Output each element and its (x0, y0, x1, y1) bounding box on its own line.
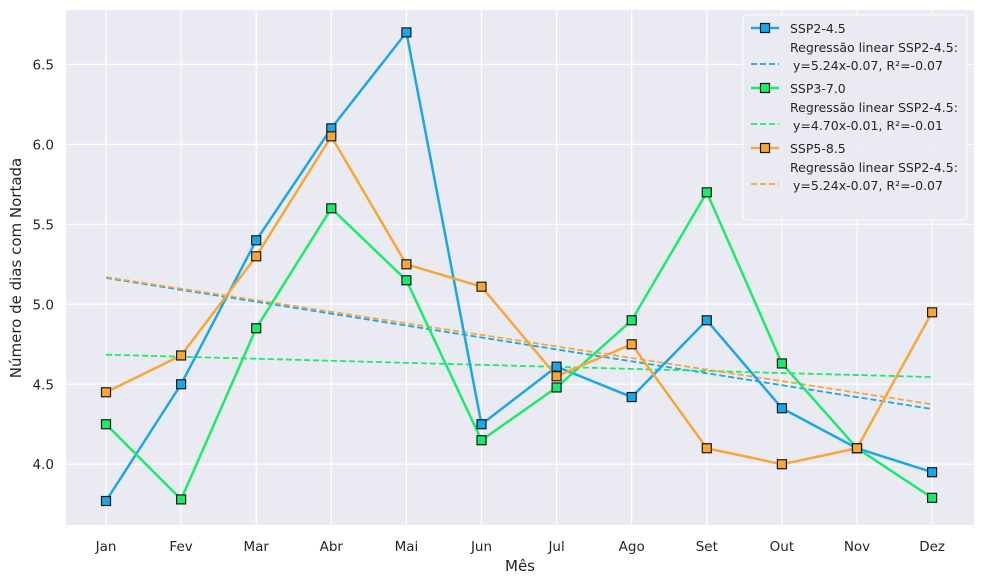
y-tick-label: 6.5 (33, 57, 54, 73)
x-tick-label: Nov (844, 539, 870, 555)
data-point (776, 403, 788, 414)
grid (66, 10, 974, 525)
data-point (701, 187, 712, 198)
data-point (251, 323, 262, 334)
x-axis-label: Mês (505, 557, 535, 575)
data-point (551, 361, 562, 372)
data-point (251, 235, 262, 246)
data-point (100, 387, 112, 398)
data-point (251, 251, 262, 262)
y-tick-labels: 4.0 4.5 5.0 5.5 6.0 6.5 (33, 57, 54, 473)
y-tick-label: 4.0 (33, 457, 54, 473)
data-point (100, 419, 112, 430)
series-line (104, 31, 933, 502)
data-point (100, 495, 112, 507)
data-point (176, 350, 187, 361)
x-tick-label: Jan (95, 539, 117, 555)
series-line (105, 135, 934, 466)
series-line (105, 191, 933, 501)
data-point (476, 419, 487, 430)
x-tick-label: Jul (547, 539, 564, 555)
x-tick-label: Ago (619, 539, 645, 555)
data-point (476, 281, 487, 292)
y-axis-label: Número de dias com Nortada (7, 158, 25, 379)
legend-trend-title: Regressão linear SSP2-4.5: (790, 160, 958, 175)
data-point (626, 391, 637, 403)
data-point (326, 131, 337, 142)
data-point (926, 307, 938, 318)
data-series (100, 27, 938, 507)
x-tick-label: Set (696, 539, 718, 555)
legend-trend-equation: y=4.70x-0.01, R²=-0.01 (793, 118, 943, 133)
legend-series-name: SSP5-8.5 (790, 141, 846, 156)
data-point (401, 275, 412, 286)
data-point (176, 379, 187, 390)
data-point (551, 371, 562, 382)
trend-line (105, 276, 933, 406)
data-point (926, 492, 938, 503)
data-point (851, 443, 863, 454)
legend-series-name: SSP2-4.5 (790, 21, 846, 36)
data-point (776, 358, 788, 369)
x-tick-label: Fev (169, 539, 192, 555)
legend-trend-title: Regressão linear SSP2-4.5: (790, 40, 958, 55)
y-tick-label: 6.0 (33, 137, 54, 153)
legend-trend-equation: y=5.24x-0.07, R²=-0.07 (793, 178, 943, 193)
data-point (926, 467, 938, 478)
x-tick-label: Mar (243, 539, 269, 555)
data-point (401, 259, 412, 270)
x-tick-label: Mai (395, 539, 419, 555)
legend-marker (759, 22, 771, 34)
legend-box (742, 14, 968, 221)
data-point (551, 382, 562, 393)
x-tick-labels: Jan Fev Mar Abr Mai Jun Jul Ago Set Out Nov Dez (95, 539, 945, 555)
data-point (476, 435, 487, 446)
data-point (401, 27, 412, 38)
trend-line (105, 277, 933, 410)
data-point (326, 203, 337, 214)
y-tick-label: 4.5 (33, 377, 54, 393)
legend-trend-equation: y=5.24x-0.07, R²=-0.07 (793, 58, 943, 73)
y-tick-label: 5.0 (33, 297, 54, 313)
data-point (701, 443, 712, 454)
legend-trend-title: Regressão linear SSP2-4.5: (790, 100, 958, 115)
data-point (776, 459, 788, 470)
x-tick-label: Jun (470, 539, 492, 555)
y-tick-label: 5.5 (33, 217, 54, 233)
legend-series-name: SSP3-7.0 (790, 81, 846, 96)
x-tick-label: Dez (919, 539, 945, 555)
legend-marker (759, 142, 771, 154)
x-tick-label: Out (770, 539, 794, 555)
x-tick-label: Abr (320, 539, 344, 555)
data-point (626, 339, 637, 350)
data-point (176, 494, 187, 505)
data-point (701, 315, 712, 326)
legend: SSP2-4.5 Regressão linear SSP2-4.5: y=5.24… (742, 14, 968, 221)
data-point (626, 315, 637, 326)
legend-marker (759, 82, 771, 94)
